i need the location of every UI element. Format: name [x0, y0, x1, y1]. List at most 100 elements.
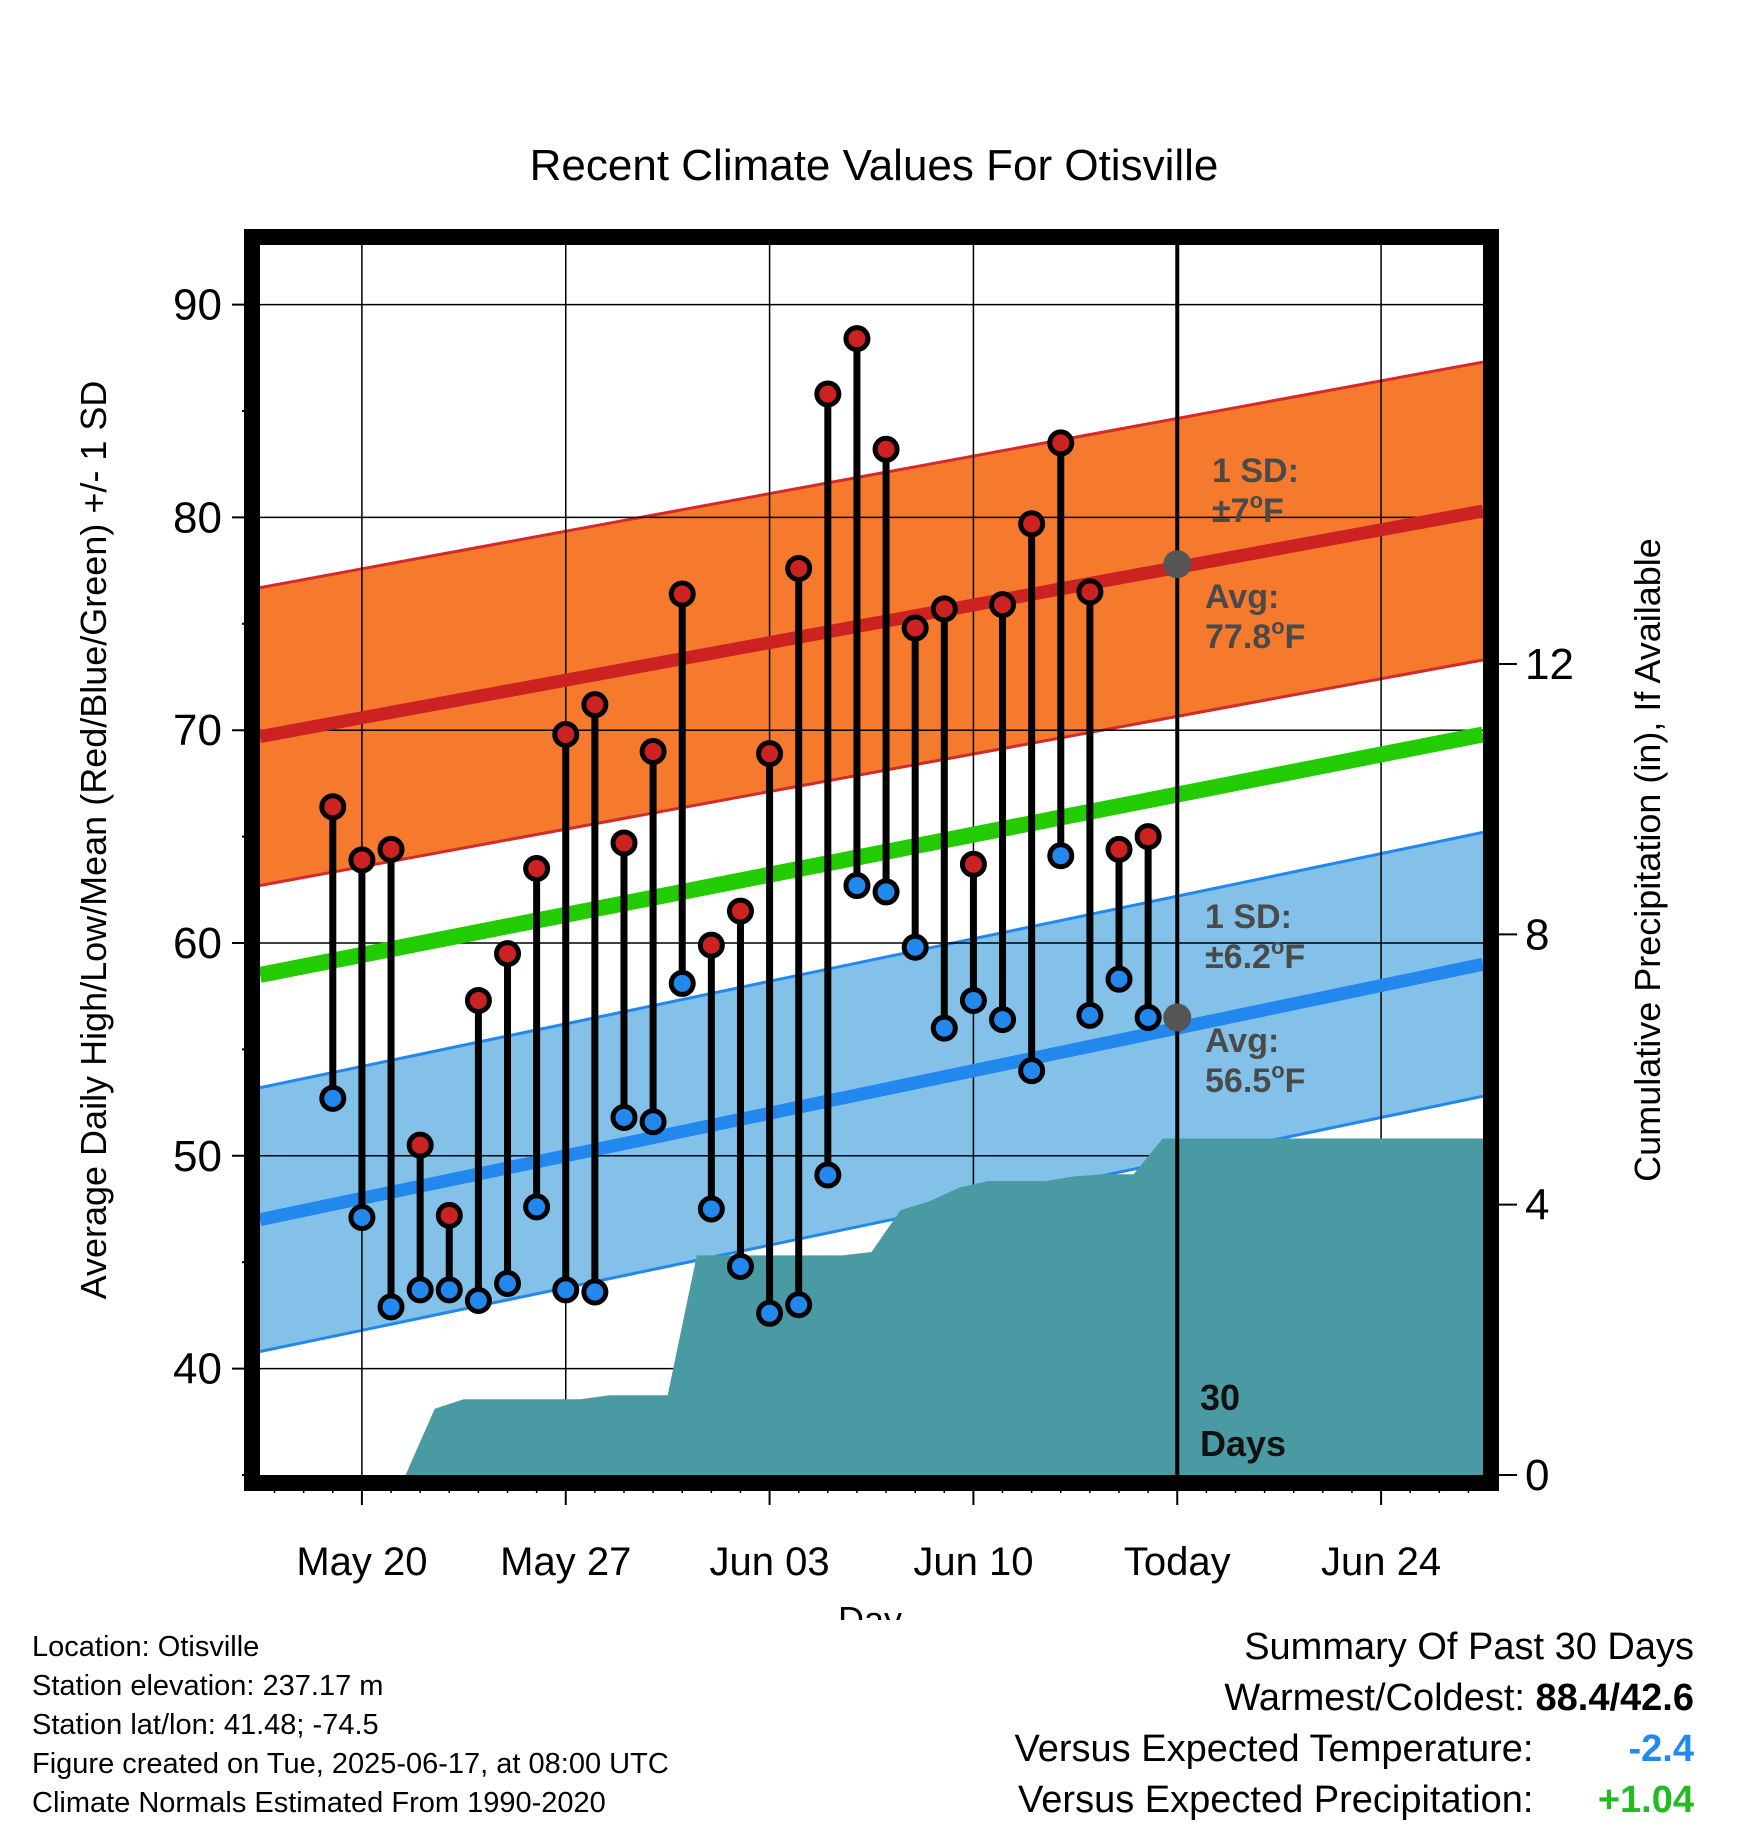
created-text: Figure created on Tue, 2025-06-17, at 08… — [32, 1748, 669, 1780]
x-tick-label: May 20 — [296, 1540, 427, 1584]
warm-cold-value: 88.4/42.6 — [1535, 1677, 1694, 1719]
high-sd-band-lower-edge — [260, 658, 1483, 888]
today-low-marker — [1163, 1003, 1192, 1032]
chart-title: Recent Climate Values For Otisville — [530, 141, 1219, 190]
high-point — [610, 829, 638, 857]
high-point — [464, 986, 492, 1014]
low-point — [1105, 965, 1133, 993]
high-point — [523, 855, 551, 883]
mean-avg-line — [260, 726, 1483, 983]
y-tick-label: 60 — [173, 919, 222, 968]
low-point — [814, 1161, 842, 1189]
high-point — [989, 591, 1017, 619]
low-point — [872, 878, 900, 906]
climate-chart: Recent Climate Values For Otisville 1 SD… — [73, 141, 1668, 1620]
low-avg-line — [260, 957, 1483, 1226]
low-point — [756, 1299, 784, 1327]
low-point — [377, 1293, 405, 1321]
high-point — [406, 1131, 434, 1159]
high-avg-label: Avg: — [1205, 578, 1279, 616]
y-tick-label: 90 — [173, 281, 222, 330]
y2-tick-label: 8 — [1525, 910, 1549, 959]
low-point — [1134, 1003, 1162, 1031]
high-avg-line — [260, 504, 1483, 743]
y-axis-label: Average Daily High/Low/Mean (Red/Blue/Gr… — [73, 381, 114, 1300]
high-point — [959, 850, 987, 878]
temp-value: -2.4 — [1628, 1728, 1694, 1770]
high-point — [1105, 835, 1133, 863]
warm-cold-label: Warmest/Coldest: — [1224, 1677, 1525, 1719]
today-high-marker — [1163, 550, 1192, 579]
warm-cold-row: Warmest/Coldest: 88.4/42.6 — [1015, 1673, 1694, 1724]
high-point — [639, 737, 667, 765]
low-sd-label: 1 SD: — [1205, 898, 1292, 936]
high-point — [814, 380, 842, 408]
high-point — [785, 554, 813, 582]
low-point — [581, 1278, 609, 1306]
y-tick-label: 70 — [173, 706, 222, 755]
y2-axis-label: Cumulative Precipitation (in), If Availa… — [1627, 538, 1668, 1182]
high-point — [1047, 429, 1075, 457]
location-text: Location: Otisville — [32, 1631, 260, 1663]
y2-tick-label: 4 — [1525, 1181, 1549, 1230]
high-point — [726, 897, 754, 925]
low-point — [523, 1193, 551, 1221]
low-point — [610, 1103, 638, 1131]
high-point — [581, 691, 609, 719]
x-tick-label: Jun 03 — [710, 1540, 830, 1584]
low-point — [668, 969, 696, 997]
low-point — [697, 1195, 725, 1223]
elevation-text: Station elevation: 237.17 m — [32, 1670, 384, 1702]
low-point — [435, 1276, 463, 1304]
high-point — [377, 835, 405, 863]
low-sd-value: ±6.2oF — [1205, 934, 1305, 976]
high-point — [1018, 510, 1046, 538]
low-point — [959, 986, 987, 1014]
temp-label: Versus Expected Temperature: — [1014, 1728, 1534, 1770]
y2-tick-label: 0 — [1525, 1451, 1549, 1500]
low-sd-band-upper-edge — [260, 830, 1483, 1090]
x-tick-label: Jun 24 — [1321, 1540, 1441, 1584]
low-point — [406, 1276, 434, 1304]
high-point — [348, 846, 376, 874]
high-point — [697, 931, 725, 959]
low-point — [989, 1006, 1017, 1034]
low-point — [785, 1291, 813, 1319]
low-point — [1076, 1001, 1104, 1029]
latlon-text: Station lat/lon: 41.48; -74.5 — [32, 1709, 379, 1741]
low-point — [1047, 842, 1075, 870]
low-avg-label: Avg: — [1205, 1022, 1279, 1060]
low-point — [726, 1252, 754, 1280]
temp-row: Versus Expected Temperature: -2.4 — [1015, 1724, 1694, 1775]
precip-row: Versus Expected Precipitation: +1.04 — [1015, 1775, 1694, 1826]
low-point — [464, 1287, 492, 1315]
high-point — [494, 940, 522, 968]
high-point — [319, 793, 347, 821]
high-point — [872, 435, 900, 463]
high-point — [435, 1201, 463, 1229]
high-point — [1134, 823, 1162, 851]
high-point — [901, 614, 929, 642]
x-tick-label: Today — [1124, 1540, 1231, 1584]
low-point — [930, 1014, 958, 1042]
low-point — [639, 1108, 667, 1136]
high-sd-label: 1 SD: — [1212, 452, 1299, 490]
x-tick-label: May 27 — [500, 1540, 631, 1584]
high-point — [1076, 578, 1104, 606]
low-point — [1018, 1057, 1046, 1085]
high-point — [756, 740, 784, 768]
low-point — [494, 1269, 522, 1297]
high-point — [843, 325, 871, 353]
station-info: Location: Otisville Station elevation: 2… — [32, 1628, 669, 1823]
window-label: 30 Days — [1200, 1377, 1286, 1464]
x-tick-label: Jun 10 — [913, 1540, 1033, 1584]
y2-tick-label: 12 — [1525, 640, 1574, 689]
low-point — [901, 933, 929, 961]
summary-panel: Summary Of Past 30 Days Warmest/Coldest:… — [1015, 1622, 1694, 1826]
low-avg-value: 56.5oF — [1205, 1058, 1305, 1100]
summary-title: Summary Of Past 30 Days — [1244, 1626, 1694, 1668]
high-point — [668, 580, 696, 608]
y-tick-label: 40 — [173, 1345, 222, 1394]
low-point — [552, 1276, 580, 1304]
high-sd-value: ±7oF — [1212, 488, 1284, 530]
